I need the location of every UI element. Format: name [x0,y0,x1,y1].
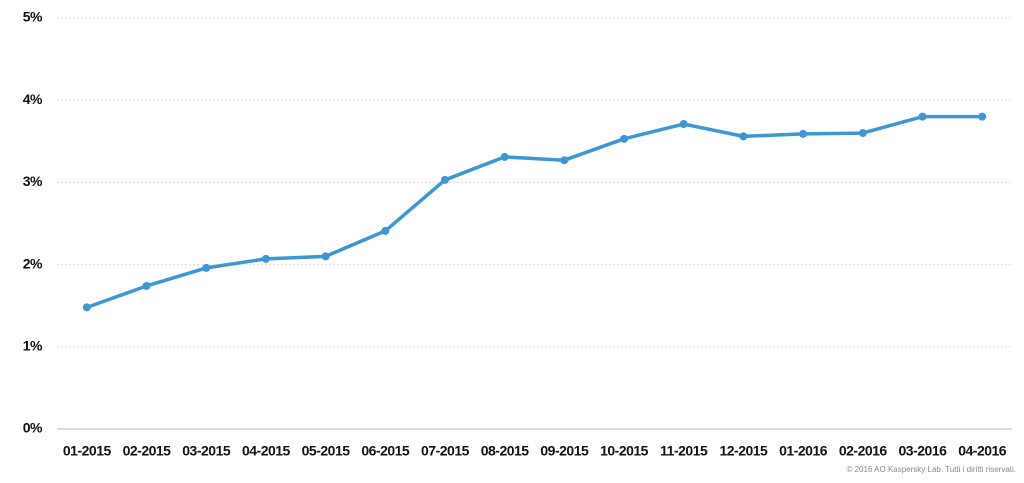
x-tick-label: 10-2015 [600,443,649,459]
x-tick-label: 06-2015 [361,443,410,459]
x-tick-label: 12-2015 [719,443,768,459]
point [978,112,987,121]
point [500,152,509,161]
x-tick-label: 08-2015 [481,443,530,459]
point [321,252,330,261]
point [858,129,867,138]
point [202,263,211,272]
point [620,134,629,143]
x-tick-label: 07-2015 [421,443,470,459]
x-tick-label: 02-2015 [123,443,172,459]
x-tick-label: 04-2015 [242,443,291,459]
point [679,120,688,129]
y-tick-label: 4% [23,91,43,107]
x-tick-label: 09-2015 [540,443,589,459]
x-tick-label: 01-2015 [63,443,112,459]
x-tick-label: 05-2015 [302,443,351,459]
point [799,129,808,138]
point [739,132,748,141]
y-tick-label: 1% [23,338,43,354]
x-tick-label: 04-2016 [958,443,1007,459]
point [142,281,151,290]
y-tick-label: 5% [23,9,43,25]
x-tick-label: 03-2015 [182,443,231,459]
x-tick-label: 01-2016 [779,443,828,459]
point [261,254,270,263]
point [440,175,449,184]
x-tick-label: 11-2015 [660,443,708,459]
point [381,226,390,235]
y-tick-label: 0% [23,420,43,436]
y-tick-label: 3% [23,173,43,189]
point [560,156,569,165]
x-tick-label: 03-2016 [899,443,948,459]
x-tick-label: 02-2016 [839,443,888,459]
line [86,114,983,309]
point [918,112,927,121]
copyright: © 2016 AO Kaspersky Lab. Tutti i diritti… [846,465,1016,474]
y-tick-label: 2% [23,255,43,271]
point [82,303,91,312]
